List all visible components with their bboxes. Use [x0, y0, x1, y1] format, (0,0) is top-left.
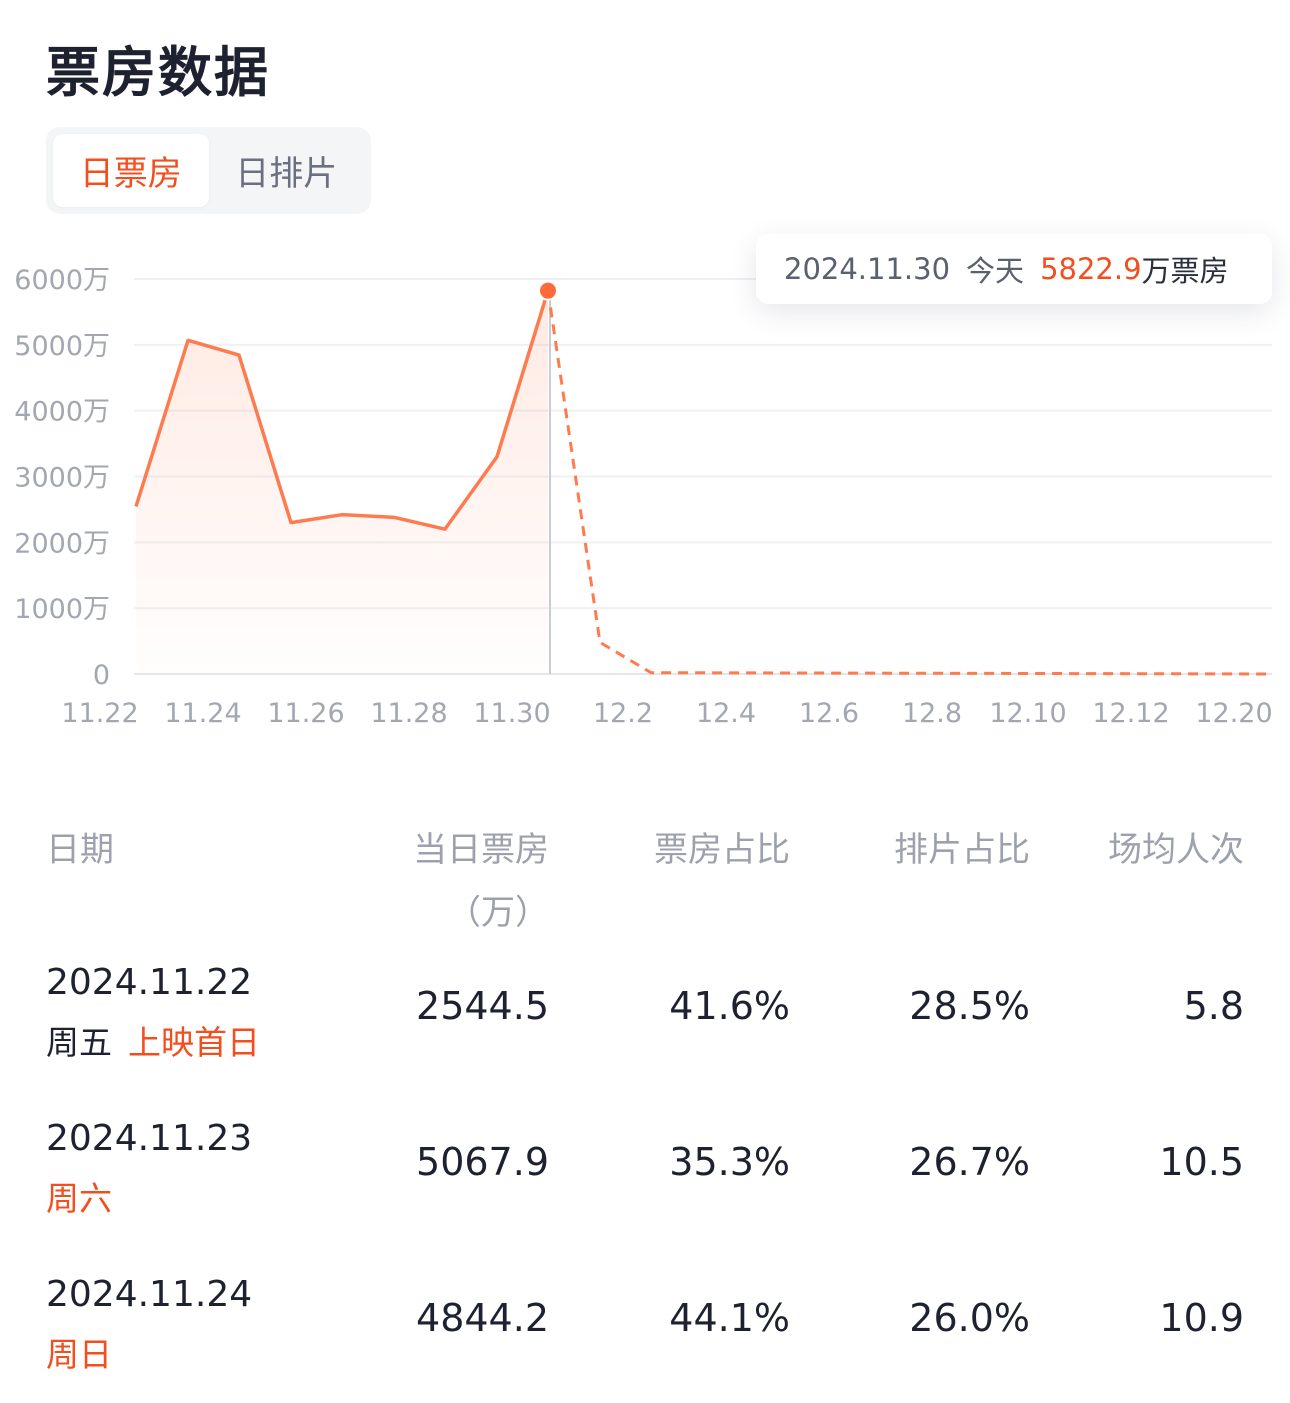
- col-header-box-office-unit: （万）: [447, 893, 549, 933]
- row-date: 2024.11.23: [46, 1118, 253, 1159]
- y-tick-label: 4000万: [14, 397, 110, 428]
- area-fill: [136, 290, 548, 674]
- x-tick-label: 11.30: [473, 698, 550, 729]
- tooltip-unit: 万票房: [1141, 254, 1229, 288]
- col-header-avg-attendance: 场均人次: [1108, 830, 1244, 870]
- tooltip-date: 2024.11.30: [784, 252, 951, 286]
- tooltip-today-label: 今天: [966, 254, 1025, 288]
- y-tick-label: 5000万: [14, 331, 110, 362]
- row-screen-share: 28.5%: [909, 984, 1030, 1028]
- box-office-line-chart[interactable]: 0 1000万 2000万 3000万 4000万 5000万 6000万 11.22 11.…: [0, 230, 1290, 750]
- highlight-point[interactable]: [538, 280, 558, 301]
- row-box-share: 44.1%: [669, 1296, 790, 1340]
- x-tick-label: 11.22: [61, 698, 138, 729]
- col-header-box-share: 票房占比: [654, 830, 790, 870]
- col-header-box-office-label: 当日票房: [413, 830, 549, 870]
- x-tick-label: 11.28: [370, 698, 447, 729]
- row-date: 2024.11.22: [46, 962, 253, 1003]
- x-tick-label: 12.10: [989, 698, 1066, 729]
- series-line-actual: [134, 290, 550, 531]
- row-box-office: 2544.5: [416, 984, 549, 1028]
- series-line-forecast: [546, 290, 1273, 676]
- table-row[interactable]: 2024.11.22 周五 上映首日 2544.5 41.6% 28.5% 5.8: [0, 962, 1290, 1082]
- y-tick-label: 3000万: [14, 463, 110, 494]
- row-avg-attendance: 10.5: [1159, 1140, 1244, 1184]
- x-tick-label: 12.8: [902, 698, 962, 729]
- row-tag: 上映首日: [128, 1023, 260, 1062]
- x-tick-label: 11.26: [267, 698, 344, 729]
- row-box-share: 41.6%: [669, 984, 790, 1028]
- col-header-screen-share: 排片占比: [894, 830, 1030, 870]
- row-avg-attendance: 5.8: [1183, 984, 1244, 1028]
- table-row[interactable]: 2024.11.24 周日 4844.2 44.1% 26.0% 10.9: [0, 1274, 1290, 1394]
- table-row[interactable]: 2024.11.23 周六 5067.9 35.3% 26.7% 10.5: [0, 1118, 1290, 1238]
- row-weekday-line: 周日: [46, 1328, 112, 1376]
- row-weekday-line: 周六: [46, 1172, 112, 1220]
- row-box-office: 4844.2: [416, 1296, 549, 1340]
- x-tick-label: 12.2: [593, 698, 653, 729]
- y-tick-label: 2000万: [14, 528, 110, 559]
- tab-daily-screenings[interactable]: 日排片: [235, 154, 338, 194]
- y-tick-label: 1000万: [14, 594, 110, 625]
- row-date: 2024.11.24: [46, 1274, 253, 1315]
- x-tick-label: 12.20: [1195, 698, 1272, 729]
- row-screen-share: 26.7%: [909, 1140, 1030, 1184]
- row-box-share: 35.3%: [669, 1140, 790, 1184]
- row-weekday: 周日: [46, 1335, 112, 1374]
- x-tick-label: 11.24: [164, 698, 241, 729]
- chart-tooltip: 2024.11.30 今天 5822.9 万票房: [756, 234, 1272, 304]
- x-tick-label: 12.6: [799, 698, 859, 729]
- row-weekday: 周六: [46, 1179, 112, 1218]
- tooltip-value: 5822.9: [1040, 252, 1142, 286]
- row-weekday-line: 周五 上映首日: [46, 1016, 260, 1064]
- col-header-date: 日期: [46, 830, 114, 870]
- y-tick-label: 0: [93, 660, 110, 691]
- y-tick-label: 6000万: [14, 265, 110, 296]
- row-box-office: 5067.9: [416, 1140, 549, 1184]
- page-title: 票房数据: [46, 41, 270, 104]
- tab-daily-box-office[interactable]: 日票房: [53, 134, 209, 207]
- x-tick-label: 12.12: [1092, 698, 1169, 729]
- row-weekday: 周五: [46, 1023, 112, 1062]
- col-header-box-office: 当日票房 （万）: [413, 822, 549, 934]
- row-avg-attendance: 10.9: [1159, 1296, 1244, 1340]
- tab-bar: 日票房 日排片: [46, 127, 371, 214]
- row-screen-share: 26.0%: [909, 1296, 1030, 1340]
- x-tick-label: 12.4: [696, 698, 756, 729]
